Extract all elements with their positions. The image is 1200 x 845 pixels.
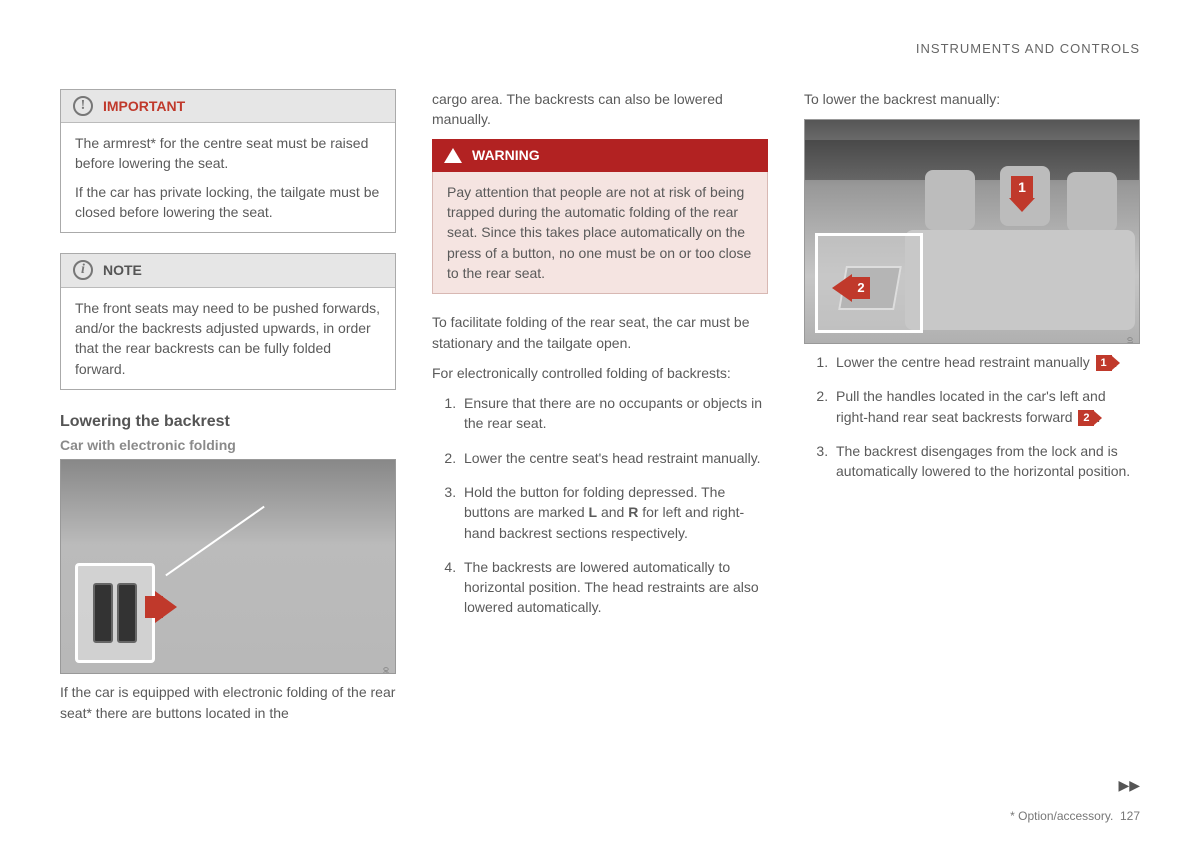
important-callout: ! IMPORTANT The armrest* for the centre … bbox=[60, 89, 396, 233]
arrow-tip-icon bbox=[1009, 198, 1035, 212]
headrest-right bbox=[1067, 172, 1117, 232]
continue-marker: ▶▶ bbox=[1118, 775, 1140, 795]
step-4: The backrests are lowered automatically … bbox=[460, 557, 768, 618]
figure-caption-1: If the car is equipped with electronic f… bbox=[60, 682, 396, 723]
note-text: The front seats may need to be pushed fo… bbox=[75, 298, 381, 379]
important-header: ! IMPORTANT bbox=[61, 90, 395, 123]
step3-r: R bbox=[628, 504, 638, 520]
column-1: ! IMPORTANT The armrest* for the centre … bbox=[60, 89, 396, 733]
column-3: To lower the backrest manually: 1 G06201… bbox=[804, 89, 1140, 733]
inset-handle-box bbox=[815, 233, 923, 333]
warning-label: WARNING bbox=[472, 145, 540, 165]
figure-cargo-buttons: G061990 bbox=[60, 459, 396, 674]
electronic-steps: Ensure that there are no occupants or ob… bbox=[432, 393, 768, 618]
badge-1-inline: 1 bbox=[1096, 355, 1112, 371]
warning-icon bbox=[444, 148, 462, 163]
col2-p2: To facilitate folding of the rear seat, … bbox=[432, 312, 768, 353]
mstep-3: The backrest disengages from the lock an… bbox=[832, 441, 1140, 482]
button-panel-inset bbox=[75, 563, 155, 663]
arrow-down-1: 1 bbox=[1009, 176, 1035, 212]
important-icon: ! bbox=[73, 96, 93, 116]
badge-1: 1 bbox=[1011, 176, 1033, 198]
mstep2-a: Pull the handles located in the car's le… bbox=[836, 388, 1106, 424]
step-3: Hold the button for folding depressed. T… bbox=[460, 482, 768, 543]
important-text-2: If the car has private locking, the tail… bbox=[75, 182, 381, 223]
heading-lowering: Lowering the backrest bbox=[60, 410, 396, 433]
col2-p3: For electronically controlled folding of… bbox=[432, 363, 768, 383]
important-body: The armrest* for the centre seat must be… bbox=[61, 123, 395, 232]
mstep-2: Pull the handles located in the car's le… bbox=[832, 386, 1140, 427]
figure-code-2: G062010 bbox=[1127, 337, 1137, 344]
step-1: Ensure that there are no occupants or ob… bbox=[460, 393, 768, 434]
step-2: Lower the centre seat's head restraint m… bbox=[460, 448, 768, 468]
content-columns: ! IMPORTANT The armrest* for the centre … bbox=[60, 89, 1140, 733]
section-header: INSTRUMENTS AND CONTROLS bbox=[60, 40, 1140, 59]
figure-code-1: G061990 bbox=[383, 667, 393, 674]
note-callout: i NOTE The front seats may need to be pu… bbox=[60, 253, 396, 389]
col2-lead: cargo area. The backrests can also be lo… bbox=[432, 89, 768, 130]
seatback bbox=[905, 230, 1135, 330]
warning-header: WARNING bbox=[432, 139, 768, 171]
note-body: The front seats may need to be pushed fo… bbox=[61, 288, 395, 389]
note-label: NOTE bbox=[103, 260, 142, 280]
arrow-forward-2 bbox=[832, 274, 852, 302]
page-footer: * Option/accessory. 127 bbox=[1010, 808, 1140, 825]
headrest-left bbox=[925, 170, 975, 230]
arrow-icon bbox=[155, 591, 177, 623]
column-2: cargo area. The backrests can also be lo… bbox=[432, 89, 768, 733]
warning-callout: WARNING Pay attention that people are no… bbox=[432, 139, 768, 294]
page-number: 127 bbox=[1120, 809, 1140, 823]
badge-2-inline: 2 bbox=[1078, 410, 1094, 426]
important-text-1: The armrest* for the centre seat must be… bbox=[75, 133, 381, 174]
fold-button-l bbox=[93, 583, 113, 643]
fold-button-r bbox=[117, 583, 137, 643]
warning-text: Pay attention that people are not at ris… bbox=[447, 184, 751, 281]
note-header: i NOTE bbox=[61, 254, 395, 287]
step3-l: L bbox=[589, 504, 598, 520]
warning-body: Pay attention that people are not at ris… bbox=[432, 172, 768, 294]
important-label: IMPORTANT bbox=[103, 96, 185, 116]
footer-note: * Option/accessory. bbox=[1010, 809, 1113, 823]
col3-lead: To lower the backrest manually: bbox=[804, 89, 1140, 109]
subheading-electronic: Car with electronic folding bbox=[60, 435, 396, 455]
mstep1-a: Lower the centre head restraint manually bbox=[836, 354, 1094, 370]
step3-mid: and bbox=[597, 504, 628, 520]
mstep-1: Lower the centre head restraint manually… bbox=[832, 352, 1140, 372]
figure-rear-seats: 1 G062010 bbox=[804, 119, 1140, 344]
info-icon: i bbox=[73, 260, 93, 280]
manual-steps: Lower the centre head restraint manually… bbox=[804, 352, 1140, 481]
callout-line bbox=[165, 506, 264, 576]
